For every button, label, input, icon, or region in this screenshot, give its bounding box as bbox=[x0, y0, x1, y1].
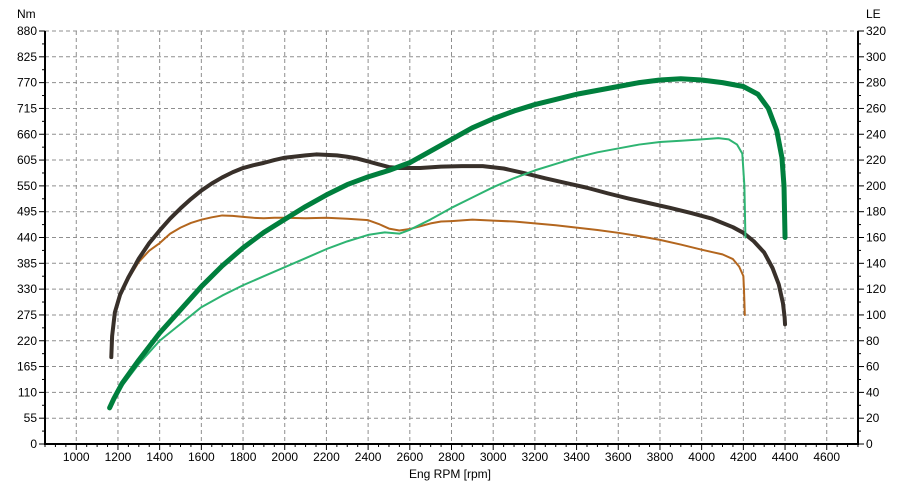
x-tick-label: 1600 bbox=[188, 450, 215, 464]
y-left-tick-label: 715 bbox=[17, 101, 37, 115]
x-tick-label: 1200 bbox=[105, 450, 132, 464]
x-tick-label: 4000 bbox=[688, 450, 715, 464]
y-right-tick-label: 260 bbox=[866, 101, 886, 115]
y-left-tick-label: 495 bbox=[17, 205, 37, 219]
x-tick-label: 1000 bbox=[63, 450, 90, 464]
y-left-tick-label: 55 bbox=[24, 411, 38, 425]
y-left-axis-title: Nm bbox=[17, 7, 36, 21]
y-left-tick-label: 550 bbox=[17, 179, 37, 193]
y-right-tick-label: 60 bbox=[866, 360, 880, 374]
y-right-tick-label: 20 bbox=[866, 411, 880, 425]
torque-run-1-dark-curve bbox=[109, 152, 788, 360]
y-left-tick-label: 385 bbox=[17, 256, 37, 270]
x-tick-label: 4400 bbox=[772, 450, 799, 464]
x-tick-label: 3000 bbox=[480, 450, 507, 464]
y-right-tick-label: 220 bbox=[866, 153, 886, 167]
x-tick-label: 2200 bbox=[313, 450, 340, 464]
x-tick-label: 3800 bbox=[647, 450, 674, 464]
x-tick-label: 2800 bbox=[438, 450, 465, 464]
x-tick-label: 1800 bbox=[230, 450, 257, 464]
y-right-tick-label: 280 bbox=[866, 76, 886, 90]
y-left-tick-label: 0 bbox=[30, 437, 37, 451]
y-left-tick-label: 880 bbox=[17, 24, 37, 38]
y-right-tick-label: 40 bbox=[866, 385, 880, 399]
power-run-1-thick-green-curve bbox=[107, 76, 788, 411]
x-tick-label: 3200 bbox=[522, 450, 549, 464]
y-right-tick-label: 160 bbox=[866, 231, 886, 245]
y-right-tick-label: 80 bbox=[866, 334, 880, 348]
torque-run-2-orange-curve bbox=[110, 214, 746, 356]
y-right-tick-label: 180 bbox=[866, 205, 886, 219]
y-left-tick-label: 825 bbox=[17, 50, 37, 64]
x-tick-label: 4200 bbox=[730, 450, 757, 464]
y-right-tick-label: 200 bbox=[866, 179, 886, 193]
y-left-tick-label: 165 bbox=[17, 360, 37, 374]
y-right-tick-label: 320 bbox=[866, 24, 886, 38]
y-right-tick-label: 240 bbox=[866, 127, 886, 141]
y-left-tick-label: 330 bbox=[17, 282, 37, 296]
y-right-tick-label: 0 bbox=[866, 437, 873, 451]
x-tick-label: 3400 bbox=[563, 450, 590, 464]
y-right-axis-title: LE bbox=[866, 7, 881, 21]
y-left-tick-label: 110 bbox=[18, 385, 37, 399]
y-left-tick-label: 440 bbox=[17, 231, 37, 245]
y-left-tick-label: 220 bbox=[17, 334, 37, 348]
x-tick-label: 2400 bbox=[355, 450, 382, 464]
y-right-tick-label: 300 bbox=[866, 50, 886, 64]
x-tick-label: 4600 bbox=[813, 450, 840, 464]
y-left-tick-label: 770 bbox=[17, 76, 37, 90]
x-tick-label: 3600 bbox=[605, 450, 632, 464]
y-right-tick-label: 140 bbox=[866, 256, 886, 270]
power-run-2-thin-green-curve bbox=[108, 137, 747, 411]
x-tick-label: 1400 bbox=[146, 450, 173, 464]
y-left-tick-label: 660 bbox=[17, 127, 37, 141]
y-left-tick-label: 605 bbox=[17, 153, 37, 167]
y-right-tick-label: 120 bbox=[866, 282, 886, 296]
x-tick-label: 2000 bbox=[271, 450, 298, 464]
x-axis-title: Eng RPM [rpm] bbox=[408, 467, 492, 481]
y-left-tick-label: 275 bbox=[17, 308, 37, 322]
y-right-tick-label: 100 bbox=[866, 308, 886, 322]
x-tick-label: 2600 bbox=[396, 450, 423, 464]
